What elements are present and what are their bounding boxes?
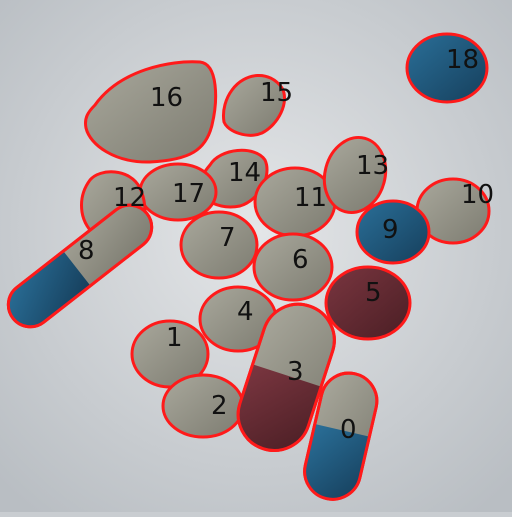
pill-6-shape: [252, 232, 334, 302]
pill-13-shape: [322, 135, 388, 215]
pill-0-shape: [303, 371, 379, 501]
pill-9-shape: [355, 199, 431, 265]
pill-7-shape: [179, 210, 259, 280]
label-4: 4: [237, 297, 254, 327]
label-10: 10: [461, 180, 494, 210]
label-17: 17: [172, 179, 205, 209]
pill-2-shape: [161, 373, 245, 439]
pill-15-shape: [222, 74, 286, 137]
pill-labels: 0 1 2 3 4 5 6 7 8 9 10 11 12 13 14 15 16…: [78, 45, 494, 445]
label-8: 8: [78, 236, 95, 266]
pill-8-shape: [6, 203, 154, 329]
label-2: 2: [211, 391, 228, 421]
label-0: 0: [340, 415, 357, 445]
label-6: 6: [292, 245, 309, 275]
capsule-outlines: [6, 203, 379, 501]
label-14: 14: [228, 158, 261, 188]
pill-3-shape: [236, 302, 336, 452]
label-18: 18: [446, 45, 479, 75]
label-3: 3: [287, 357, 304, 387]
label-5: 5: [365, 278, 382, 308]
label-12: 12: [113, 183, 146, 213]
pill-18-shape: [405, 32, 489, 104]
label-1: 1: [166, 323, 183, 353]
pill-16-shape: [84, 60, 218, 164]
label-7: 7: [219, 223, 236, 253]
pill-5-shape: [324, 265, 412, 341]
label-15: 15: [260, 78, 293, 108]
label-16: 16: [150, 83, 183, 113]
label-11: 11: [294, 183, 327, 213]
pill-outlines: [80, 32, 491, 439]
label-9: 9: [382, 215, 399, 245]
label-13: 13: [356, 151, 389, 181]
